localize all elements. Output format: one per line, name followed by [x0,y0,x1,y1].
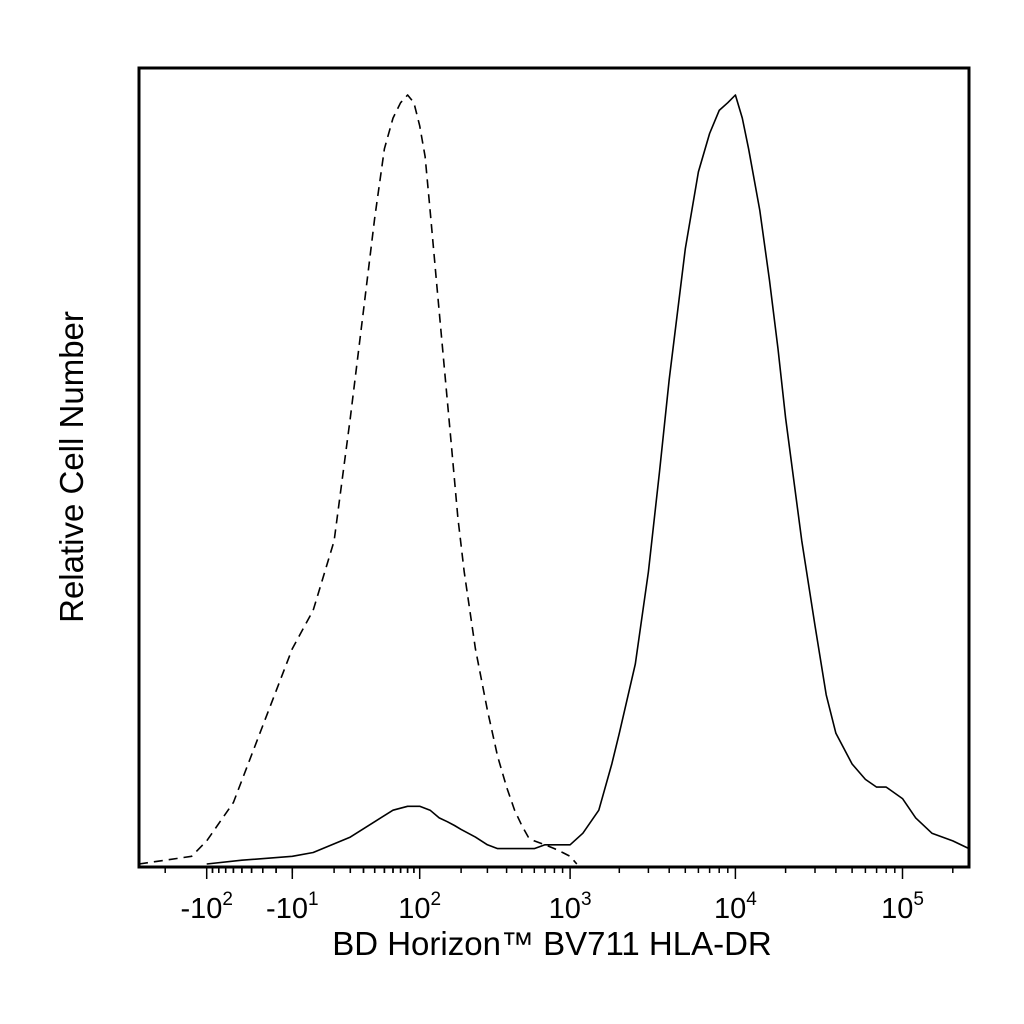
series-group [138,94,970,865]
x-axis-ticks [164,867,954,879]
plot-frame [137,66,971,869]
x-axis-tick-labels: -102 -101 102 103 104 105 [180,889,923,925]
x-tick-label: 103 [549,889,592,925]
dashed-histogram-line [138,94,578,865]
x-axis-title: BD Horizon™ BV711 HLA-DR [332,925,772,962]
y-axis-title: Relative Cell Number [53,311,90,623]
x-tick-label: -102 [180,889,233,925]
x-tick-label: 102 [398,889,441,925]
x-tick-label: 105 [881,889,924,925]
x-tick-label: 104 [714,889,757,925]
solid-histogram-line [206,94,970,865]
x-tick-label: -101 [266,889,319,925]
